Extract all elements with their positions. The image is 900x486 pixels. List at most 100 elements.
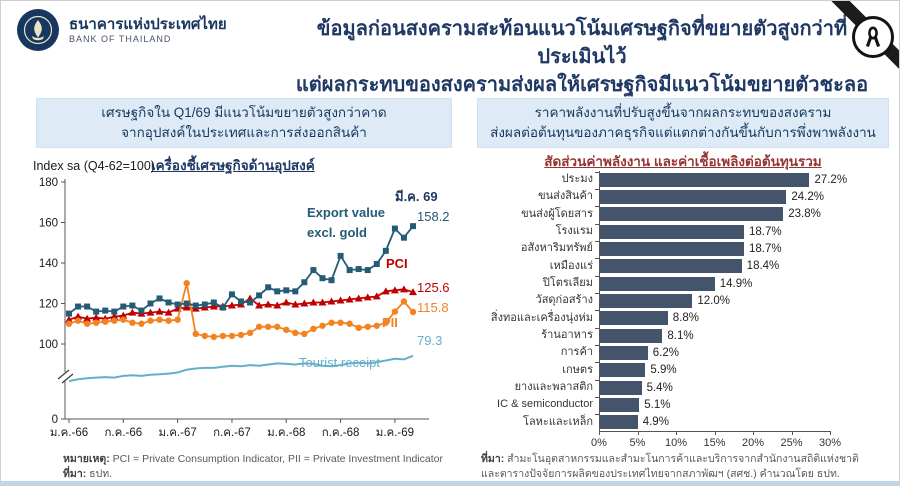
bar	[600, 415, 638, 430]
bar-category-label: โลหะและเหล็ก	[523, 415, 593, 428]
bar-value-label: 18.4%	[746, 260, 780, 273]
bar-value-label: 18.7%	[748, 243, 782, 255]
category-axis-tick	[595, 258, 599, 260]
bar	[600, 328, 663, 343]
bar	[600, 311, 668, 326]
bar-category-label: สิ่งทอและเครื่องนุ่งห่ม	[490, 311, 593, 324]
bottom-accent-bar	[1, 481, 899, 485]
bar	[600, 294, 693, 308]
brand-thai: ธนาคารแห่งประเทศไทย	[69, 15, 227, 33]
bar-value-label: 8.1%	[667, 329, 694, 342]
bar-value-label: 5.4%	[646, 381, 673, 394]
svg-text:0: 0	[52, 414, 58, 426]
x-axis-tick	[791, 431, 793, 435]
category-axis-tick	[595, 188, 599, 190]
x-axis-tick-label: 10%	[664, 437, 688, 449]
right-source: ที่มา: สำมะโนอุตสาหกรรมและสำมะโนการค้าแล…	[481, 452, 881, 482]
line-chart-title: เครื่องชี้เศรษฐกิจด้านอุปสงค์	[151, 158, 315, 173]
category-axis-tick	[595, 275, 599, 277]
page-title: ข้อมูลก่อนสงครามสะท้อนแนวโน้มเศรษฐกิจที่…	[289, 15, 875, 127]
right-source-line1: สำมะโนอุตสาหกรรมและสำมะโนการค้าและบริการ…	[504, 453, 859, 465]
x-axis-tick-label: 5%	[629, 437, 646, 449]
left-callout: เศรษฐกิจใน Q1/69 มีแนวโน้มขยายตัวสูงกว่า…	[36, 98, 452, 148]
bar-value-label: 4.9%	[642, 416, 669, 429]
page-title-line1: ข้อมูลก่อนสงครามสะท้อนแนวโน้มเศรษฐกิจที่…	[316, 18, 848, 68]
bar-value-label: 12.0%	[697, 295, 730, 307]
bar	[600, 259, 742, 274]
category-axis-tick	[595, 171, 599, 173]
category-axis-tick	[595, 414, 599, 416]
right-source-label: ที่มา:	[481, 453, 505, 465]
category-axis-tick	[595, 240, 599, 242]
x-axis-tick	[676, 431, 677, 435]
left-source: ที่มา: ธปท.	[63, 467, 112, 482]
left-source-text: ธปท.	[86, 468, 113, 480]
svg-text:Export value: Export value	[307, 205, 385, 220]
y-axis-note: Index sa (Q4-62=100)	[33, 159, 155, 173]
energy-cost-bar-chart: 27.2% 24.2% 23.8% 18.7% 18.7% 18.4% 14.9% 12.0%…	[481, 168, 893, 452]
bar	[600, 276, 715, 291]
bar-category-label: ขนส่งผู้โดยสาร	[521, 207, 593, 220]
bar	[600, 190, 787, 204]
bar-category-label: ประมง	[561, 173, 593, 185]
svg-text:140: 140	[39, 258, 58, 270]
right-callout-line2: ส่งผลต่อต้นทุนของภาคธุรกิจแต่แตกต่างกันข…	[490, 125, 876, 140]
bar-category-label: เหมืองแร่	[549, 259, 593, 272]
svg-text:180: 180	[39, 177, 58, 189]
bot-logo: ธนาคารแห่งประเทศไทย BANK OF THAILAND	[17, 9, 227, 51]
bar	[600, 224, 744, 239]
brand-text: ธนาคารแห่งประเทศไทย BANK OF THAILAND	[69, 16, 227, 45]
bar-value-label: 5.1%	[644, 399, 671, 411]
svg-text:120: 120	[39, 299, 58, 311]
bar	[600, 363, 646, 378]
svg-text:Tourist receipt: Tourist receipt	[299, 355, 380, 370]
svg-text:มี.ค. 69: มี.ค. 69	[395, 189, 438, 204]
x-axis-tick-label: 15%	[703, 437, 726, 449]
x-axis-tick	[753, 431, 754, 435]
x-axis-tick-label: 25%	[780, 437, 803, 449]
bar-value-label: 5.9%	[650, 364, 677, 377]
svg-text:ก.ค.-68: ก.ค.-68	[322, 427, 360, 439]
x-axis-tick	[599, 431, 600, 435]
svg-text:158.2: 158.2	[417, 209, 450, 224]
demand-indicators-line-chart: 180 160 140 120 100 0ม.ค.-66 ก.ค.-66 ม.ค.-67 ก.ค…	[39, 177, 450, 439]
svg-text:ม.ค.-67: ม.ค.-67	[158, 427, 196, 439]
bar-category-label: ขนส่งสินค้า	[538, 190, 593, 203]
bar-category-label: โรงแรม	[555, 225, 593, 237]
svg-text:ม.ค.-68: ม.ค.-68	[267, 427, 305, 439]
bar-value-label: 8.8%	[672, 312, 699, 325]
svg-text:100: 100	[39, 339, 58, 351]
bar	[600, 346, 648, 360]
category-axis-tick	[595, 396, 599, 398]
left-callout-line2: จากอุปสงค์ในประเทศและการส่งออกสินค้า	[121, 125, 367, 140]
right-callout: ราคาพลังงานที่ปรับสูงขึ้นจากผลกระทบของสง…	[477, 98, 889, 148]
svg-text:excl. gold: excl. gold	[307, 225, 367, 240]
bar-category-label: ปิโตรเลียม	[542, 277, 593, 289]
bar-value-label: 23.8%	[788, 208, 821, 221]
mourning-ribbon-icon	[852, 16, 894, 58]
left-note-label: หมายเหตุ:	[63, 453, 110, 465]
right-source-line2: และตารางปัจจัยการผลิตของประเทศไทยจากสภาพ…	[481, 468, 840, 480]
bar-value-label: 6.2%	[652, 347, 679, 359]
category-axis-tick	[595, 379, 599, 381]
bar	[600, 380, 642, 395]
bar	[600, 207, 784, 222]
bar-category-label: ยางและพลาสติก	[514, 381, 593, 393]
bar-category-label: เกษตร	[562, 363, 593, 376]
category-axis-tick	[595, 327, 599, 329]
x-axis-tick	[637, 431, 639, 435]
bar-category-label: การค้า	[560, 346, 593, 359]
left-note: หมายเหตุ: PCI = Private Consumption Indi…	[63, 452, 443, 467]
bar	[600, 398, 640, 412]
svg-text:ก.ค.-67: ก.ค.-67	[213, 427, 251, 439]
svg-text:PCI: PCI	[386, 256, 408, 271]
bar-chart-title: สัดส่วนค่าพลังงาน และค่าเชื้อเพลิงต่อต้น…	[544, 154, 822, 169]
bar-value-label: 24.2%	[791, 191, 824, 203]
bar-value-label: 27.2%	[814, 173, 848, 186]
left-source-label: ที่มา:	[63, 468, 87, 480]
bar-category-label: วัสดุก่อสร้าง	[535, 294, 593, 307]
category-axis-tick	[595, 292, 599, 294]
bar	[600, 242, 744, 256]
bar-category-label: อสังหาริมทรัพย์	[520, 242, 593, 255]
